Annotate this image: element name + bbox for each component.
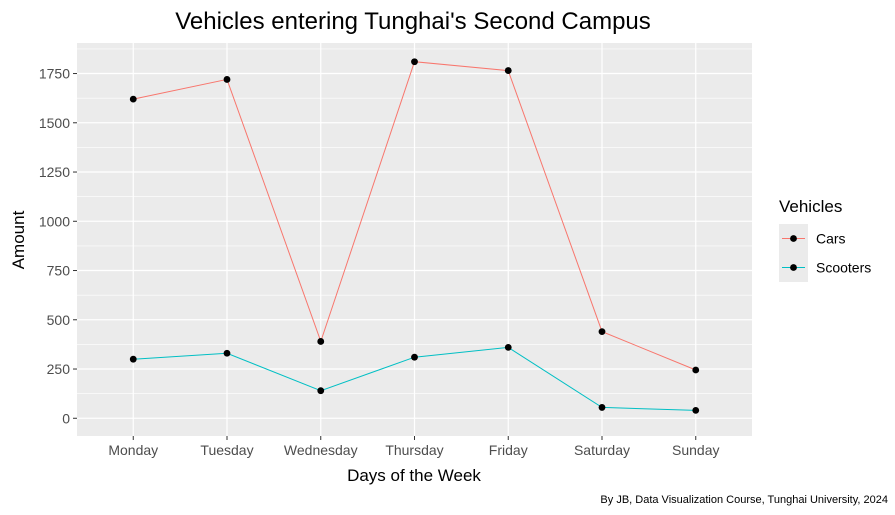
- legend-key-point: [790, 264, 797, 271]
- y-tick-label: 1250: [39, 164, 70, 180]
- data-point-cars: [129, 95, 137, 103]
- data-point-cars: [598, 328, 606, 335]
- y-axis-title: Amount: [9, 210, 28, 269]
- x-tick-label: Wednesday: [284, 442, 358, 458]
- data-points: [129, 58, 700, 414]
- data-point-cars: [223, 76, 231, 83]
- y-tick-label: 1750: [39, 66, 70, 82]
- y-tick-label: 750: [47, 263, 71, 279]
- y-tick-label: 250: [47, 361, 71, 377]
- y-tick-label: 1000: [39, 213, 70, 229]
- x-tick-label: Thursday: [385, 442, 443, 458]
- data-point-cars: [317, 338, 325, 345]
- legend-key-point: [790, 235, 797, 242]
- y-tick-label: 0: [62, 410, 70, 426]
- legend-title: Vehicles: [779, 197, 842, 216]
- data-point-scooters: [223, 349, 231, 357]
- legend-label-scooters: Scooters: [816, 260, 871, 276]
- y-tick-label: 1500: [39, 115, 70, 131]
- legend: Vehicles Cars Scooters: [779, 197, 871, 282]
- chart-caption: By JB, Data Visualization Course, Tungha…: [600, 494, 888, 506]
- x-axis-ticks: Monday Tuesday Wednesday Thursday Friday Satu…: [108, 436, 719, 458]
- x-tick-label: Saturday: [574, 442, 630, 458]
- grid-lines: [77, 43, 752, 436]
- x-tick-label: Monday: [108, 442, 158, 458]
- y-axis-ticks: 0 250 500 750 1000 1250 1500 1750: [39, 66, 77, 426]
- data-point-cars: [504, 67, 512, 74]
- data-point-scooters: [411, 353, 418, 361]
- data-point-scooters: [129, 355, 137, 363]
- y-tick-label: 500: [47, 312, 71, 328]
- data-point-scooters: [317, 387, 325, 395]
- data-point-scooters: [598, 404, 606, 411]
- chart-title: Vehicles entering Tunghai's Second Campu…: [175, 8, 651, 35]
- x-tick-label: Tuesday: [200, 442, 253, 458]
- data-point-cars: [411, 58, 418, 66]
- data-point-scooters: [692, 406, 700, 414]
- data-point-scooters: [504, 343, 512, 351]
- legend-label-cars: Cars: [816, 231, 846, 247]
- x-tick-label: Friday: [489, 442, 528, 458]
- x-tick-label: Sunday: [672, 442, 719, 458]
- data-point-cars: [692, 366, 700, 374]
- x-axis-title: Days of the Week: [347, 466, 481, 485]
